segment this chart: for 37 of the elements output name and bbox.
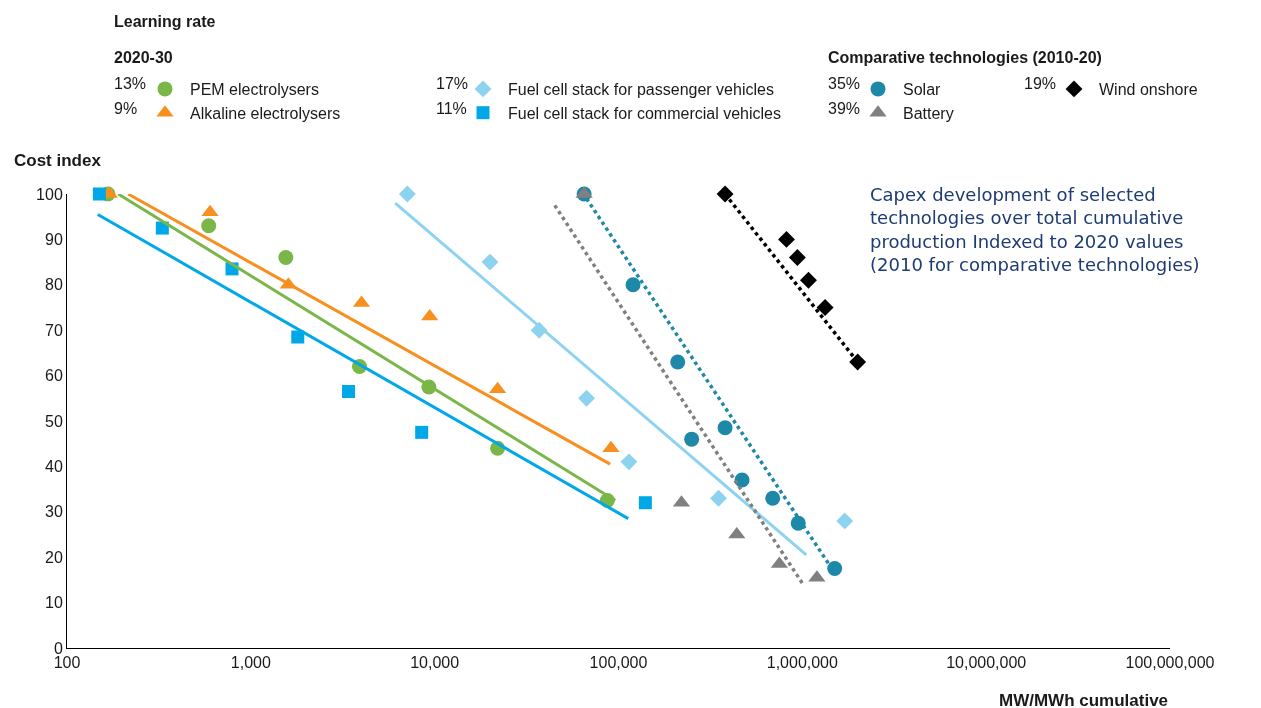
text: 35% [828, 75, 861, 92]
y-tick-label: 90 [45, 231, 63, 248]
text: 2020-30 [114, 49, 173, 66]
x-tick-label: 10,000,000 [946, 654, 1027, 672]
y-tick-label: 20 [45, 548, 63, 566]
x-tick-label: 10,000 [410, 654, 460, 672]
x-tick-label: 1,000 [230, 654, 271, 672]
y-tick-label: 80 [45, 276, 63, 294]
text: 11% [436, 100, 467, 117]
y-tick-label: 0 [53, 639, 63, 657]
y-tick-label: 40 [45, 458, 63, 475]
y-tick-label: 100 [36, 185, 63, 203]
legend-label: Fuel cell stack for commercial vehicles [508, 104, 781, 122]
legend-label: Wind onshore [1099, 81, 1198, 99]
annotation: Capex development of selected technologies over total cumulative production Indexed to 2020 values (2010 for comparative technologies) [870, 184, 1200, 276]
legend-label: Battery [903, 104, 954, 122]
legend-title: Learning rate [114, 13, 216, 30]
x-tick-label: 1,000,000 [766, 654, 839, 672]
text: 13% [114, 75, 147, 92]
x-axis-title: MW/MWh cumulative [999, 691, 1169, 708]
text: 17% [436, 75, 469, 92]
text: Comparative technologies (2010-20) [828, 49, 1102, 66]
text: 39% [828, 100, 861, 117]
legend-label: Alkaline electrolysers [190, 104, 341, 122]
y-tick-label: 50 [45, 412, 63, 430]
y-tick-label: 60 [45, 367, 63, 385]
text: 19% [1024, 75, 1057, 92]
legend-label: PEM electrolysers [190, 81, 319, 99]
text: 9% [114, 100, 138, 117]
legend-label: Fuel cell stack for passenger vehicles [508, 81, 774, 99]
y-tick-label: 10 [45, 594, 63, 612]
legend-label: Solar [903, 81, 942, 99]
x-tick-label: 100,000 [589, 654, 648, 672]
x-tick-label: 100,000,000 [1125, 654, 1215, 672]
y-tick-label: 70 [45, 321, 63, 339]
y-tick-label: 30 [45, 503, 63, 521]
y-axis-title: Cost index [14, 151, 102, 170]
